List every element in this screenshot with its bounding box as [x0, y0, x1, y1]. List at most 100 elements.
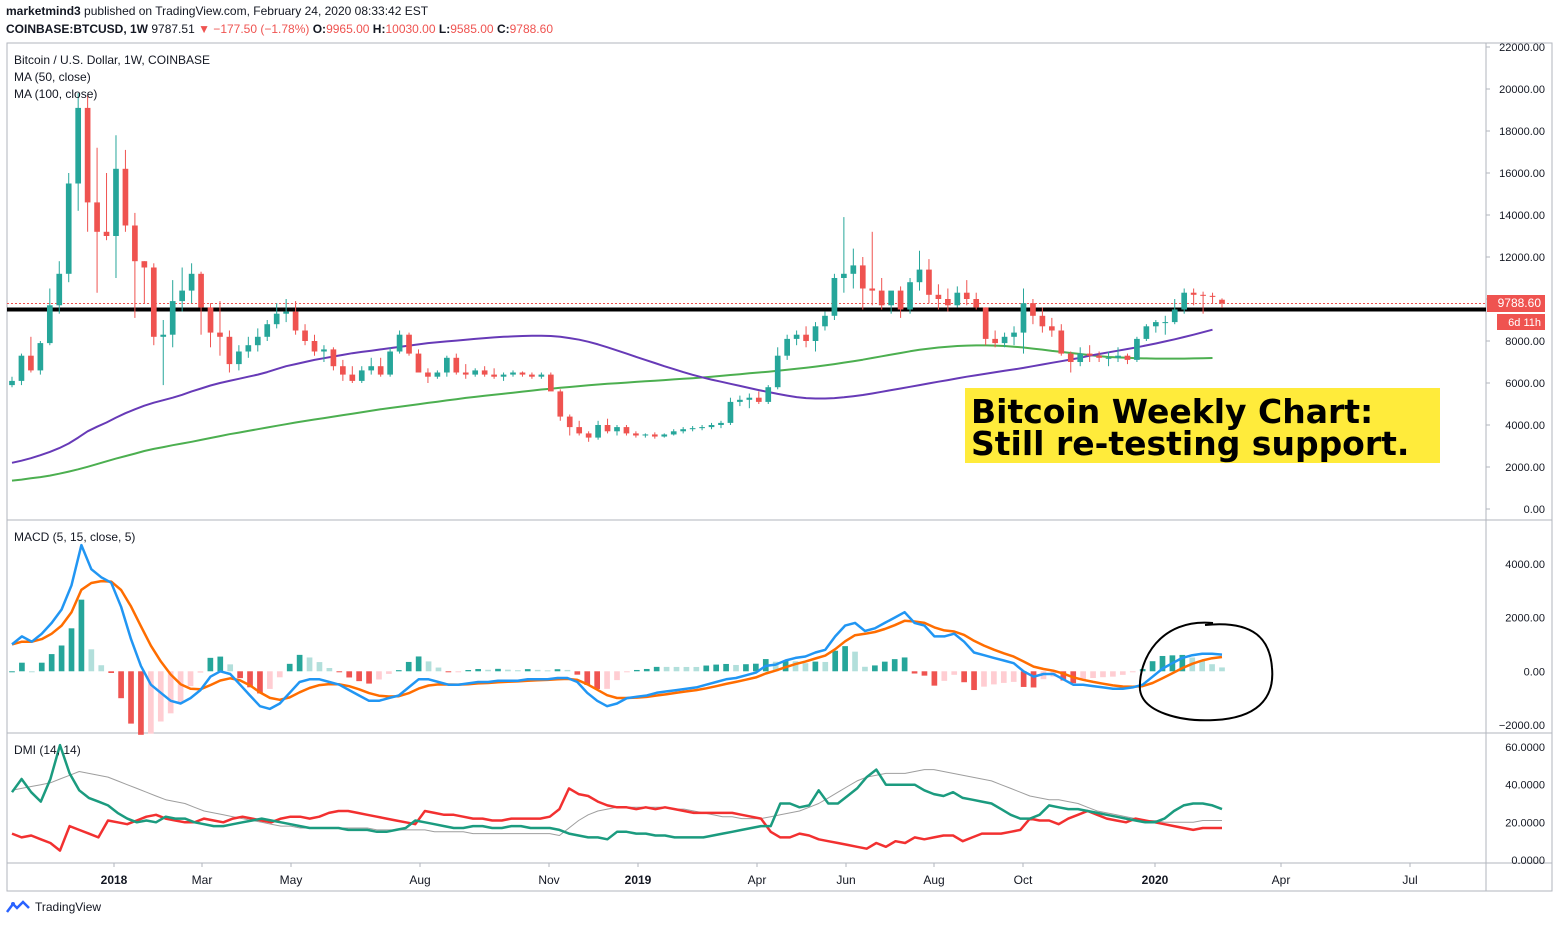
candle-body	[878, 290, 885, 306]
macd-histogram-bar	[743, 664, 749, 672]
candle-body	[302, 330, 308, 341]
macd-histogram-bar	[435, 667, 442, 672]
candle-body	[699, 427, 705, 429]
candle-body	[945, 299, 951, 306]
candle-body	[1096, 355, 1102, 358]
candle-body	[916, 269, 923, 283]
high-label: H:	[372, 22, 386, 36]
candle-body	[150, 267, 157, 337]
macd-histogram-bar	[296, 654, 303, 672]
candle-body	[500, 374, 507, 377]
candle-body	[519, 372, 526, 375]
candle-body	[784, 338, 790, 356]
macd-histogram-bar	[58, 645, 65, 672]
candle-body	[84, 107, 91, 203]
footer-brand[interactable]: TradingView	[6, 900, 101, 914]
macd-histogram-bar	[286, 663, 293, 672]
close-value: 9788.60	[509, 22, 553, 36]
candle-body	[992, 338, 998, 344]
macd-histogram-bar	[455, 671, 462, 673]
macd-histogram-bar	[167, 671, 174, 714]
macd-histogram-bar	[881, 661, 888, 672]
candle-body	[9, 380, 15, 386]
time-axis-tick: Aug	[923, 873, 944, 887]
candle-body	[396, 334, 403, 352]
candle-body	[765, 387, 772, 402]
candle-body	[689, 428, 696, 430]
candle-body	[349, 374, 356, 381]
macd-histogram-bar	[594, 671, 600, 690]
time-axis-tick: Aug	[409, 873, 430, 887]
candle-body	[529, 374, 535, 377]
candle-body	[576, 427, 583, 434]
candle-body	[869, 288, 876, 291]
candle-body	[633, 433, 639, 436]
candle-body	[1134, 338, 1140, 360]
candle-body	[264, 324, 271, 337]
macd-histogram-bar	[475, 669, 481, 672]
macd-histogram-bar	[405, 661, 412, 672]
annotation-box[interactable]: Bitcoin Weekly Chart: Still re-testing s…	[965, 388, 1440, 463]
dmi-pane[interactable]	[10, 743, 1223, 852]
macd-histogram-bar	[395, 670, 402, 672]
candle-body	[56, 273, 63, 306]
candle-body	[358, 370, 365, 381]
candle-body	[557, 391, 564, 417]
macd-histogram-bar	[564, 669, 571, 672]
candle-body	[1171, 309, 1178, 323]
macd-histogram-bar	[148, 671, 154, 734]
macd-histogram-bar	[693, 666, 700, 672]
publisher-name[interactable]: marketmind3	[6, 4, 81, 18]
macd-pane[interactable]	[9, 543, 1225, 735]
macd-histogram-bar	[653, 666, 660, 672]
candle-body	[462, 372, 469, 375]
macd-histogram-bar	[703, 665, 710, 672]
macd-histogram-bar	[901, 657, 908, 672]
price-axis-tick: 20000.00	[1499, 84, 1545, 96]
macd-histogram-bar	[247, 671, 253, 688]
pane-frames	[6, 42, 1553, 892]
countdown-bg	[1497, 314, 1545, 330]
dmi-pane-title: DMI (14, 14)	[14, 743, 81, 757]
macd-histogram-bar	[1209, 664, 1215, 672]
hand-drawn-circle	[1138, 621, 1274, 722]
publish-info: marketmind3 published on TradingView.com…	[6, 4, 428, 18]
candle-body	[897, 290, 904, 310]
price-label: 9788.60	[1498, 296, 1542, 310]
candle-body	[141, 261, 148, 268]
macd-axis-tick: −2000.00	[1499, 720, 1545, 732]
macd-histogram-bar	[485, 669, 491, 672]
candle-body	[481, 370, 488, 375]
candle-body	[46, 305, 53, 344]
candle-body	[1162, 322, 1169, 324]
price-axis-tick: 4000.00	[1505, 420, 1545, 432]
macd-histogram-bar	[346, 671, 353, 678]
candle-body	[245, 345, 252, 352]
macd-histogram-bar	[78, 599, 85, 672]
candle-body	[472, 370, 479, 375]
candle-body	[169, 301, 176, 335]
macd-histogram-bar	[1129, 671, 1136, 673]
annotation-line-2: Still re-testing support.	[971, 424, 1409, 463]
open-label: O:	[312, 22, 327, 36]
price-axis-tick: 2000.00	[1505, 462, 1545, 474]
candle-body	[1039, 315, 1046, 327]
macd-histogram-bar	[1110, 671, 1116, 677]
macd-histogram-bar	[276, 671, 283, 678]
macd-histogram-bar	[663, 666, 670, 672]
macd-histogram-bar	[604, 671, 610, 689]
macd-histogram-bar	[1090, 671, 1096, 679]
candle-body	[888, 290, 894, 306]
candle-body	[1058, 330, 1065, 354]
tradingview-brand: TradingView	[35, 900, 102, 914]
macd-histogram-bar	[683, 666, 690, 672]
macd-histogram-bar	[812, 661, 819, 672]
candle-body	[406, 334, 412, 354]
close-label: C:	[496, 22, 510, 36]
price-pane[interactable]	[7, 93, 1486, 482]
macd-histogram-bar	[207, 657, 214, 672]
macd-histogram-bar	[574, 671, 581, 675]
open-value: 9965.00	[326, 22, 370, 36]
time-axis-tick: May	[280, 873, 303, 887]
